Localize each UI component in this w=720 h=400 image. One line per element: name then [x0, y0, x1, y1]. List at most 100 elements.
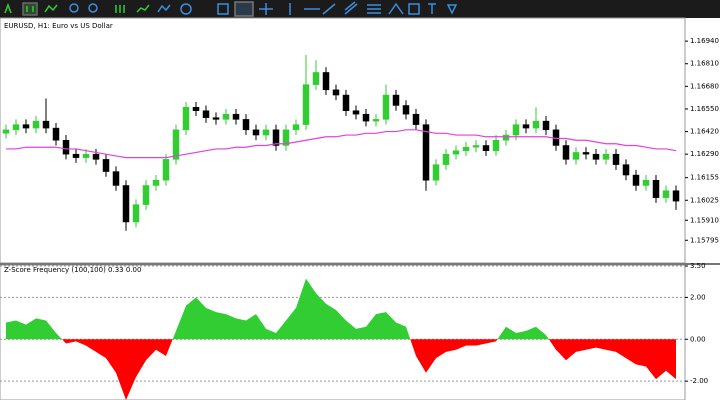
y-tick-label: 1.16155 — [690, 174, 719, 182]
area-segment — [136, 339, 146, 377]
candle-body — [72, 153, 80, 158]
candle-body — [432, 164, 440, 181]
area-segment — [456, 339, 466, 350]
area-segment — [116, 339, 126, 400]
tool-icon[interactable] — [408, 3, 420, 15]
area-segment — [62, 339, 66, 344]
candle-body — [342, 94, 350, 111]
candle-body — [52, 127, 60, 141]
area-segment — [46, 320, 56, 340]
area-segment — [416, 339, 426, 373]
chart-title: EURUSD, H1: Euro vs US Dollar — [4, 22, 113, 30]
area-segment — [646, 339, 656, 380]
candle-body — [602, 153, 610, 160]
toolbar-icons — [4, 1, 458, 17]
area-segment — [126, 339, 136, 400]
candle-body — [452, 150, 460, 155]
area-segment — [356, 326, 366, 340]
area-segment — [616, 339, 626, 359]
tool-icon[interactable] — [4, 2, 12, 14]
candle-body — [22, 124, 30, 129]
area-segment — [406, 326, 411, 340]
y-tick-label: 1.15910 — [690, 216, 719, 224]
candle-body — [42, 120, 50, 129]
area-segment — [56, 333, 62, 340]
candle-body — [132, 204, 140, 223]
candle-body — [532, 120, 540, 129]
area-segment — [296, 278, 306, 340]
candle-body — [2, 129, 10, 134]
candle-body — [32, 120, 40, 129]
tool-icon[interactable] — [115, 5, 125, 13]
candle-body — [542, 120, 550, 131]
price-panel — [0, 17, 686, 264]
area-segment — [497, 326, 506, 340]
area-segment — [76, 339, 86, 346]
candle-body — [12, 124, 20, 131]
area-segment — [266, 328, 276, 340]
area-segment — [396, 322, 406, 340]
area-segment — [546, 335, 549, 340]
tool-icon[interactable] — [180, 3, 192, 15]
tool-icon[interactable] — [344, 1, 358, 15]
area-segment — [246, 314, 256, 340]
tool-icon[interactable] — [446, 4, 458, 15]
candle-body — [652, 180, 660, 198]
candle-body — [482, 145, 490, 151]
area-segment — [366, 314, 376, 340]
candle-body — [272, 129, 280, 146]
moving-average — [6, 129, 677, 159]
candle-body — [112, 171, 120, 186]
area-segment — [326, 303, 336, 340]
candle-body — [222, 113, 230, 120]
area-segment — [316, 293, 326, 340]
candle-body — [422, 124, 430, 181]
tool-icon[interactable] — [69, 3, 79, 13]
area-segment — [66, 339, 76, 344]
candle-body — [232, 113, 240, 120]
tool-icon[interactable] — [367, 4, 381, 14]
area-segment — [236, 318, 246, 340]
area-segment — [486, 339, 496, 344]
candle-body — [672, 190, 680, 202]
area-segment — [476, 339, 486, 346]
tool-icon[interactable] — [157, 4, 171, 13]
tool-icon[interactable] — [136, 4, 150, 13]
area-segment — [96, 339, 106, 359]
tool-icon[interactable] — [322, 3, 336, 15]
y-tick-label: 1.16940 — [690, 37, 719, 45]
candle-body — [592, 153, 600, 160]
candle-body — [352, 110, 360, 115]
tool-icon[interactable] — [26, 6, 34, 12]
y-tick-label: -2.00 — [690, 377, 708, 385]
area-segment — [86, 339, 96, 352]
area-segment — [516, 330, 526, 340]
candle-body — [252, 129, 260, 136]
candle-body — [402, 105, 410, 115]
y-tick-label: 1.16810 — [690, 60, 719, 68]
area-segment — [556, 339, 566, 361]
area-segment — [606, 339, 616, 352]
area-segment — [256, 314, 266, 340]
candle-body — [392, 94, 400, 106]
tool-icon[interactable] — [88, 3, 98, 13]
area-segment — [106, 339, 116, 373]
candle-body — [302, 84, 310, 125]
y-tick-label: 1.16025 — [690, 196, 719, 204]
candle-body — [202, 110, 210, 118]
area-segment — [446, 339, 456, 352]
tool-icon[interactable] — [259, 3, 273, 15]
tool-icon[interactable] — [217, 3, 229, 15]
y-tick-label: 1.16550 — [690, 105, 719, 113]
candle-body — [152, 180, 160, 186]
tool-icon[interactable] — [44, 4, 58, 13]
candle-body — [492, 140, 500, 151]
tool-icon[interactable] — [234, 1, 254, 17]
tool-icon[interactable] — [428, 3, 436, 14]
area-segment — [496, 339, 498, 342]
candle-body — [122, 185, 130, 223]
area-segment — [172, 330, 176, 340]
tool-icon[interactable] — [388, 2, 404, 15]
tool-icon[interactable] — [22, 2, 38, 16]
